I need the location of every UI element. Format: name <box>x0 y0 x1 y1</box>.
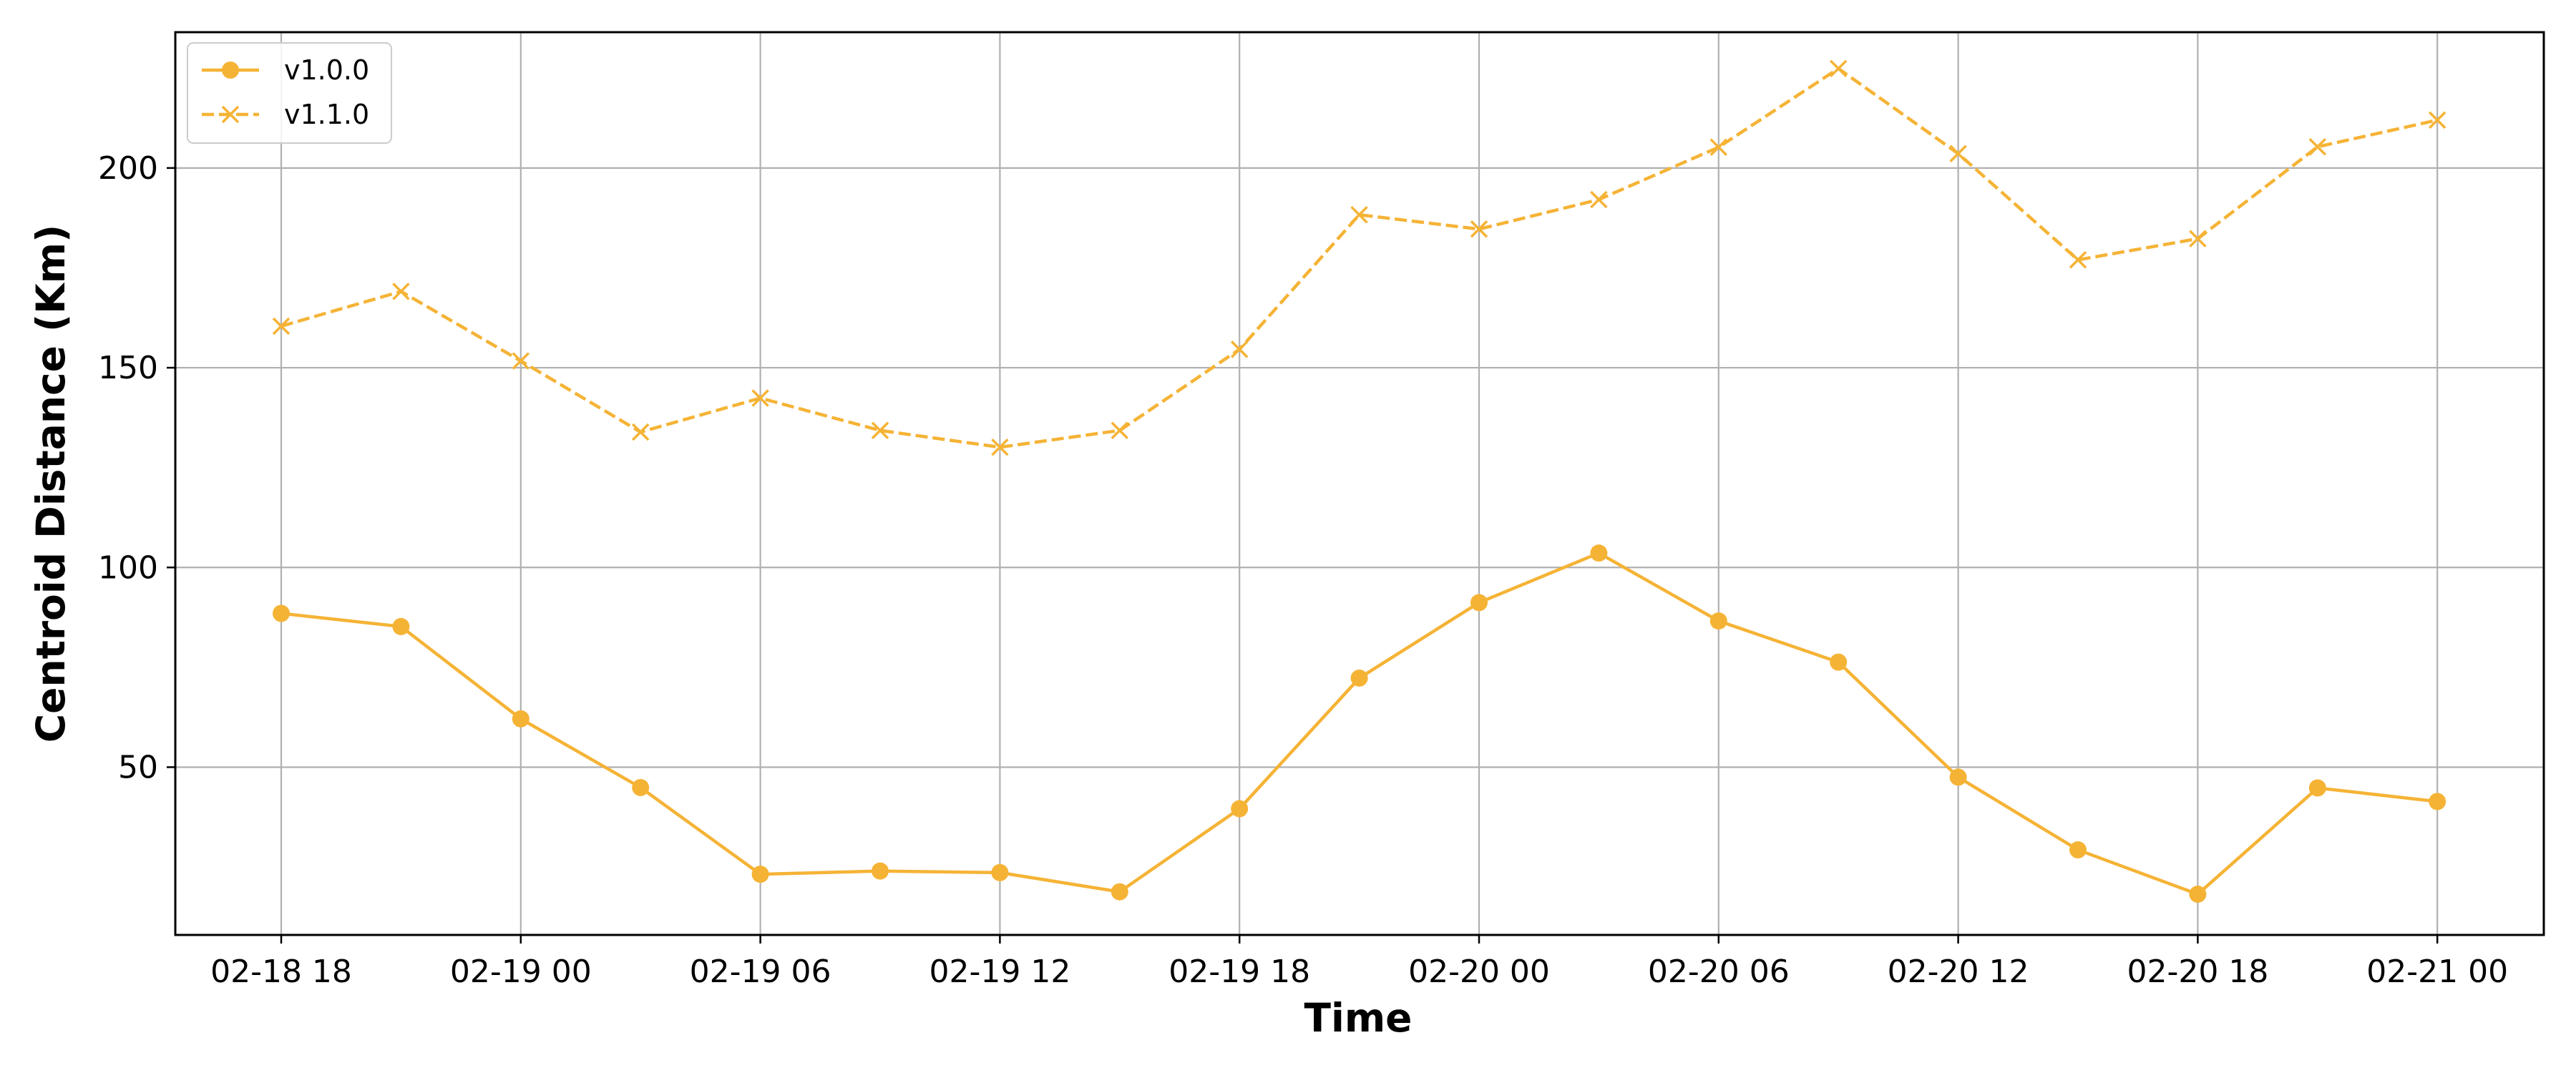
data-point <box>2069 841 2087 859</box>
x-tick-label: 02-20 00 <box>1408 954 1550 990</box>
data-point <box>871 421 889 439</box>
series-layer <box>272 59 2446 903</box>
data-point <box>1590 190 1608 209</box>
data-point <box>872 862 889 880</box>
legend-marker <box>221 105 240 124</box>
data-point <box>632 778 650 796</box>
x-tick-label: 02-19 18 <box>1169 954 1310 990</box>
data-point <box>631 423 650 441</box>
data-point <box>2069 251 2087 269</box>
data-point <box>2428 111 2446 129</box>
plot-frame <box>174 31 2545 936</box>
data-point <box>1350 205 1368 224</box>
data-point <box>751 866 769 883</box>
data-point <box>1470 594 1488 612</box>
data-point <box>991 438 1009 456</box>
data-point <box>751 389 769 407</box>
data-point <box>2189 230 2207 248</box>
data-point <box>2429 793 2446 810</box>
data-point <box>991 863 1009 881</box>
data-point <box>512 710 530 727</box>
x-tick-label: 02-19 12 <box>929 954 1070 990</box>
data-point <box>1829 59 1848 78</box>
data-point <box>1949 144 1967 162</box>
legend-entry: v1.1.0 <box>202 99 369 130</box>
x-tick-label: 02-20 12 <box>1888 954 2029 990</box>
data-point <box>1230 340 1249 358</box>
x-tick-label: 02-20 06 <box>1648 954 1790 990</box>
y-tick-label: 50 <box>118 749 158 785</box>
y-tick-label: 100 <box>98 549 158 586</box>
data-point <box>2308 138 2327 156</box>
x-tick-label: 02-18 18 <box>210 954 352 990</box>
data-point <box>1111 421 1129 439</box>
y-tick-label: 200 <box>98 150 158 187</box>
x-tick-label: 02-19 00 <box>450 954 592 990</box>
legend-marker <box>222 62 239 79</box>
data-point <box>1470 220 1488 238</box>
tick-layer: 02-18 18 02-19 00 02-19 06 02-19 12 02-19 18… <box>98 150 2508 990</box>
data-point <box>272 317 291 335</box>
legend-label: v1.1.0 <box>284 99 369 130</box>
data-point <box>1709 612 1727 630</box>
x-axis-title: Time <box>1304 995 1413 1041</box>
y-axis-title: Centroid Distance (Km) <box>28 225 74 743</box>
x-tick-label: 02-20 18 <box>2127 954 2268 990</box>
legend: v1.0.0 v1.1.0 <box>187 42 392 144</box>
grid <box>175 32 2544 935</box>
data-point <box>2189 886 2207 903</box>
data-point <box>1949 768 1967 786</box>
data-point <box>273 604 290 622</box>
data-point <box>1231 800 1249 818</box>
x-tick-label: 02-19 06 <box>690 954 831 990</box>
data-point <box>1111 883 1128 901</box>
data-point <box>512 352 530 370</box>
data-point <box>1590 544 1608 562</box>
legend-label: v1.0.0 <box>284 54 369 86</box>
x-tick-label: 02-21 00 <box>2366 954 2508 990</box>
data-point <box>392 283 410 300</box>
y-tick-label: 150 <box>98 350 158 386</box>
data-point <box>1709 138 1728 157</box>
legend-entry: v1.0.0 <box>202 54 369 86</box>
data-point <box>1830 653 1848 671</box>
data-point <box>1350 669 1368 687</box>
data-point <box>2308 779 2326 797</box>
data-point <box>392 617 410 635</box>
